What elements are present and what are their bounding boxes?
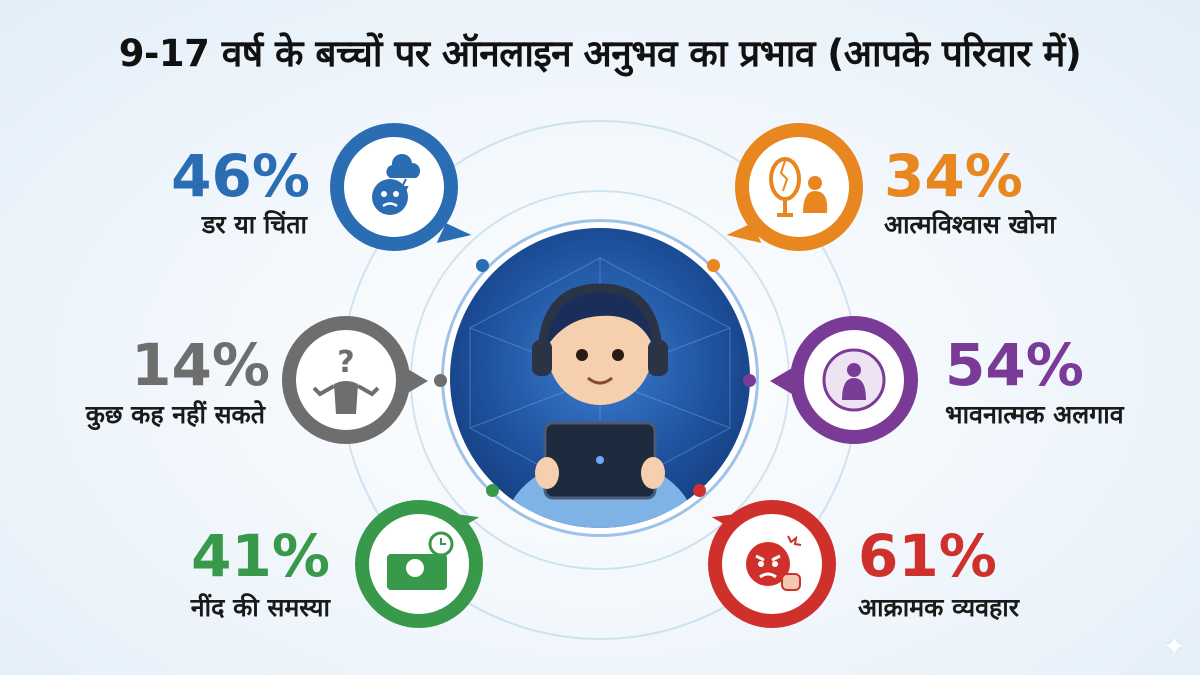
sparkle-icon: ✦ [1162,630,1186,663]
isolated-child-bubble-icon [822,348,886,412]
stat-label: आत्मविश्वास खोना [884,210,1056,239]
broken-mirror-sad-child-icon [769,157,828,217]
stat-badge: ? [282,316,410,444]
child-with-tablet-illustration [450,228,750,528]
angry-face-fist-icon [746,535,802,591]
stat-percent: 41% [191,522,330,590]
stat-badge [355,500,483,628]
badge-pointer [406,368,428,394]
stat-percent: 34% [884,142,1023,210]
connector-dot [434,374,447,387]
connector-dot [486,484,499,497]
connector-dot [693,484,706,497]
stat-percent: 61% [858,522,997,590]
stat-label: डर या चिंता [201,210,307,239]
svg-text:?: ? [337,345,354,380]
stat-badge [330,123,458,251]
badge-pointer [770,368,792,394]
stat-label: आक्रामक व्यवहार [858,593,1020,622]
stat-label: भावनात्मक अलगाव [945,400,1124,429]
stat-label: नींद की समस्या [190,593,330,622]
shrugging-person-question-icon: ? [312,345,380,414]
page-title: 9-17 वर्ष के बच्चों पर ऑनलाइन अनुभव का प… [118,32,1082,75]
stat-label: कुछ कह नहीं सकते [85,400,265,429]
stat-percent: 14% [131,331,270,399]
stat-percent: 54% [945,331,1084,399]
sleepless-bed-clock-icon [387,531,454,590]
stat-badge [790,316,918,444]
connector-dot [743,374,756,387]
stat-percent: 46% [171,142,310,210]
connector-dot [476,259,489,272]
anxious-face-storm-icon [372,153,421,215]
connector-dot [707,259,720,272]
